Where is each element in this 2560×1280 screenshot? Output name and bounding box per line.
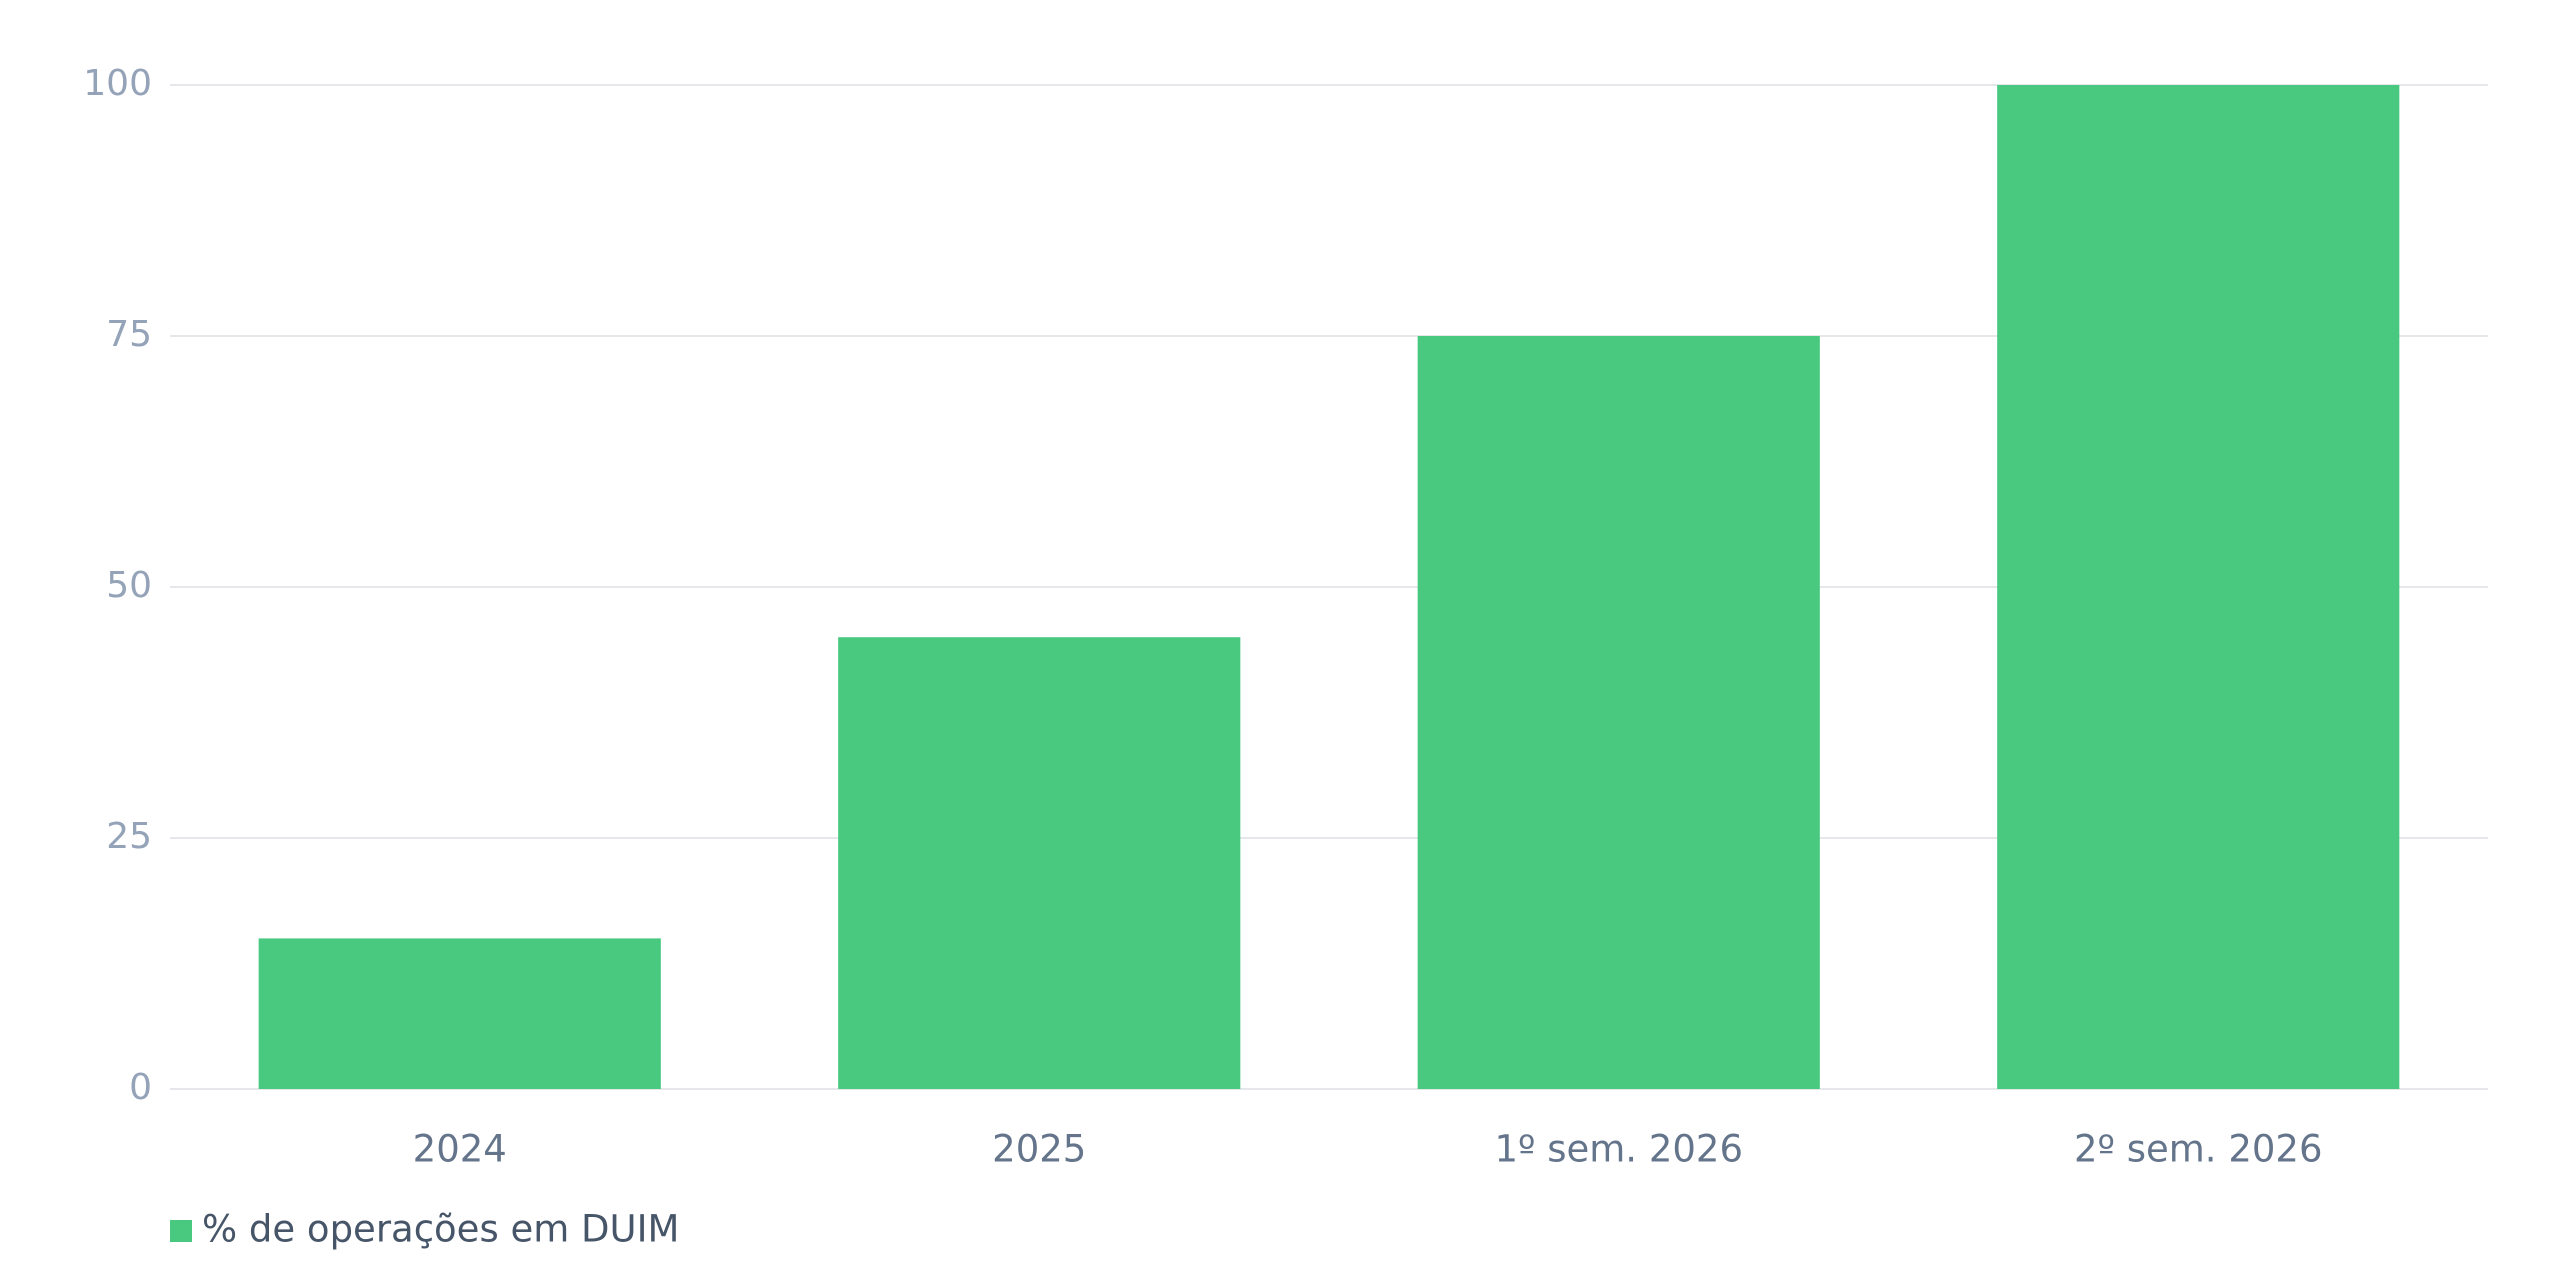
y-tick-label: 0: [129, 1067, 152, 1108]
x-tick-label: 2025: [992, 1128, 1086, 1171]
bar: [1997, 85, 2400, 1089]
x-tick-label: 2024: [413, 1128, 507, 1171]
x-tick-label: 2º sem. 2026: [2074, 1128, 2323, 1171]
legend-label: % de operações em DUIM: [202, 1208, 679, 1251]
bar: [258, 938, 661, 1089]
y-tick-label: 50: [106, 565, 152, 606]
y-tick-label: 75: [106, 314, 152, 355]
bar: [838, 637, 1241, 1089]
x-tick-label: 1º sem. 2026: [1494, 1128, 1743, 1171]
y-tick-label: 25: [106, 816, 152, 857]
legend-swatch: [170, 1220, 192, 1242]
y-tick-label: 100: [83, 63, 152, 104]
bar: [1417, 336, 1820, 1089]
